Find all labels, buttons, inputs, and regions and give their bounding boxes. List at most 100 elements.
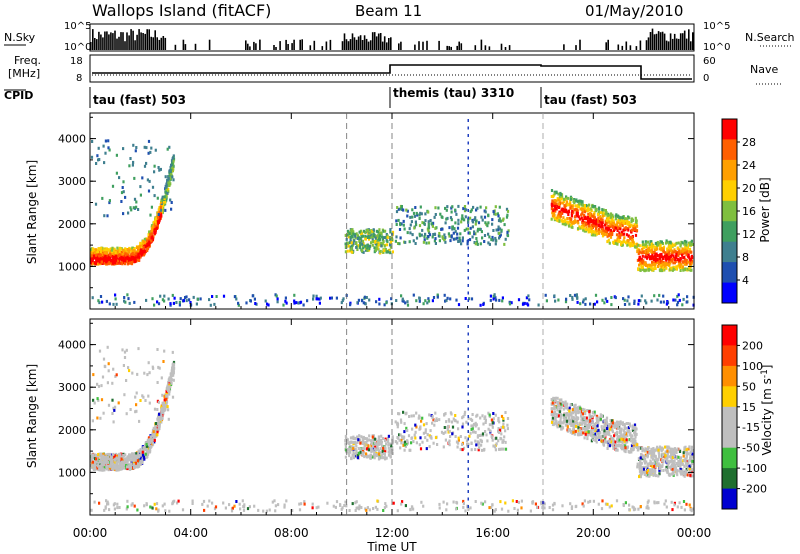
velocity-cell	[582, 419, 585, 423]
power-cell	[544, 293, 547, 297]
power-cell	[550, 204, 554, 208]
velocity-cell	[142, 449, 145, 452]
velocity-cell	[371, 449, 374, 453]
power-cell	[414, 242, 417, 245]
power-cell	[537, 303, 540, 307]
y-tick-label: 4000	[58, 133, 86, 146]
velocity-cell	[121, 465, 124, 469]
velocity-cell	[173, 366, 176, 370]
noise-bar	[446, 45, 448, 50]
noise-bar	[156, 37, 158, 50]
velocity-cell	[660, 458, 663, 462]
power-cell	[103, 161, 106, 165]
velocity-cell	[414, 430, 417, 434]
velocity-cell	[147, 361, 150, 365]
power-cell	[654, 257, 657, 261]
power-cell	[580, 216, 583, 220]
velocity-cell	[464, 436, 467, 440]
power-cell	[613, 239, 616, 243]
noise-bar	[130, 29, 132, 50]
power-cell	[585, 226, 588, 230]
power-cell	[633, 302, 636, 305]
power-cell	[358, 245, 361, 249]
power-cell	[573, 201, 576, 205]
power-cell	[618, 215, 621, 219]
velocity-cell	[346, 438, 349, 442]
power-cell	[641, 260, 644, 264]
power-cell	[354, 234, 357, 238]
power-cell	[367, 229, 370, 232]
power-cell	[91, 140, 94, 143]
power-cell	[681, 253, 684, 257]
velocity-cell	[489, 429, 492, 433]
power-cell	[648, 265, 651, 269]
power-cell	[604, 297, 607, 301]
power-cell	[646, 256, 649, 260]
power-cell	[105, 262, 109, 266]
power-cell	[364, 301, 367, 305]
power-cell	[679, 243, 682, 247]
velocity-cell	[689, 450, 692, 454]
power-cell	[558, 198, 561, 202]
power-cell	[382, 236, 386, 240]
velocity-cell	[369, 453, 372, 457]
power-cell	[617, 239, 620, 242]
power-cell	[463, 218, 466, 222]
power-cell	[563, 222, 566, 226]
velocity-cell	[100, 384, 103, 388]
power-cell	[104, 151, 107, 155]
power-cell	[620, 243, 623, 246]
power-cell	[446, 296, 449, 300]
noise-bar	[381, 41, 384, 50]
power-cell	[691, 256, 694, 259]
velocity-cell	[371, 444, 375, 448]
velocity-cell	[491, 438, 494, 442]
velocity-cell	[92, 373, 95, 377]
power-cell	[192, 295, 195, 299]
power-cell	[620, 221, 623, 225]
power-cell	[427, 210, 430, 214]
noise-bar	[390, 37, 392, 50]
power-cell	[443, 233, 446, 237]
power-cell	[285, 301, 288, 305]
power-cell	[356, 248, 359, 251]
velocity-cell	[156, 422, 159, 426]
power-cell	[104, 254, 107, 258]
power-cell	[434, 206, 437, 210]
velocity-cell	[145, 444, 148, 448]
power-cell	[552, 194, 555, 198]
power-cell	[108, 199, 111, 203]
power-cell	[633, 243, 636, 247]
power-cell	[557, 298, 560, 302]
velocity-cell	[119, 467, 122, 471]
velocity-cell	[475, 443, 478, 447]
velocity-cell	[457, 427, 460, 431]
power-cell	[365, 246, 369, 250]
velocity-cell	[356, 440, 359, 444]
noise-bar	[102, 37, 104, 50]
power-cell	[275, 294, 278, 298]
power-cell	[357, 298, 360, 302]
velocity-cell	[392, 439, 395, 443]
velocity-cell	[500, 447, 503, 451]
power-cell	[616, 223, 619, 227]
power-cell	[607, 218, 610, 222]
power-cell	[90, 260, 93, 264]
power-cell	[629, 244, 632, 248]
velocity-cell	[109, 452, 112, 456]
power-cell	[472, 205, 475, 209]
power-cell	[639, 259, 642, 263]
velocity-cell	[94, 459, 98, 463]
velocity-cell	[476, 440, 479, 444]
velocity-cell	[396, 422, 399, 426]
noise-bar	[174, 44, 177, 50]
power-cell	[439, 212, 442, 216]
velocity-cell	[107, 362, 110, 366]
power-cell	[93, 254, 96, 258]
power-cell	[618, 231, 621, 235]
power-cell	[173, 296, 176, 300]
power-cell	[670, 244, 673, 248]
power-cell	[663, 268, 666, 272]
power-cell	[172, 154, 175, 158]
power-cell	[319, 296, 322, 300]
